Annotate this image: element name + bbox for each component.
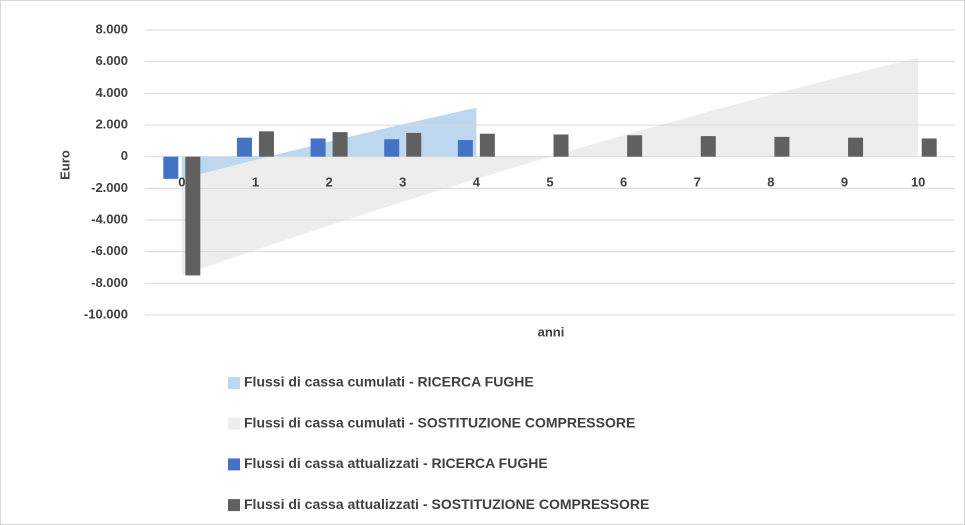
bar <box>479 133 495 157</box>
bar <box>406 132 422 157</box>
x-tick-label: 1 <box>252 174 259 189</box>
x-tick-label: 5 <box>546 174 553 189</box>
x-tick-label: 7 <box>694 174 701 189</box>
bar <box>700 136 716 157</box>
area <box>181 57 919 276</box>
x-tick-label: 0 <box>178 174 185 189</box>
bar <box>553 134 569 157</box>
x-tick-label: 4 <box>473 174 481 189</box>
y-tick-label: 2.000 <box>95 116 128 131</box>
y-tick-label: -8.000 <box>91 275 128 290</box>
x-axis-label: anni <box>538 324 565 339</box>
y-tick-label: -2.000 <box>91 180 128 195</box>
x-tick-label: 10 <box>911 174 925 189</box>
y-tick-label: -6.000 <box>91 243 128 258</box>
legend-label: Flussi di cassa cumulati - SOSTITUZIONE … <box>244 414 635 430</box>
legend-label: Flussi di cassa attualizzati - RICERCA F… <box>244 455 548 471</box>
y-tick-label: 8.000 <box>95 21 128 36</box>
legend-label: Flussi di cassa cumulati - RICERCA FUGHE <box>244 374 534 390</box>
bar <box>627 135 643 157</box>
y-tick-label: -4.000 <box>91 211 128 226</box>
legend-swatch <box>228 499 240 512</box>
legend-label: Flussi di cassa attualizzati - SOSTITUZI… <box>244 496 649 512</box>
legend-swatch <box>228 417 240 430</box>
bar <box>384 139 400 157</box>
bar <box>457 140 473 157</box>
legend-swatch <box>228 377 240 389</box>
bar <box>236 137 252 157</box>
bar <box>310 138 326 157</box>
x-tick-label: 9 <box>841 174 848 189</box>
y-tick-label: 4.000 <box>95 85 128 100</box>
bar <box>921 138 937 157</box>
x-tick-label: 8 <box>767 174 774 189</box>
x-tick-label: 6 <box>620 174 627 189</box>
x-tick-label: 3 <box>399 174 406 189</box>
bar <box>774 136 790 157</box>
y-tick-label: 6.000 <box>95 53 128 68</box>
bar <box>332 132 348 157</box>
bar <box>185 156 201 276</box>
y-axis-label: Euro <box>57 150 72 180</box>
bar <box>848 137 864 157</box>
y-tick-label: 0 <box>121 148 128 163</box>
y-tick-label: -10.000 <box>84 306 128 321</box>
bar <box>258 131 274 157</box>
x-tick-label: 2 <box>325 174 332 189</box>
legend-swatch <box>228 458 240 471</box>
bar <box>163 156 179 179</box>
